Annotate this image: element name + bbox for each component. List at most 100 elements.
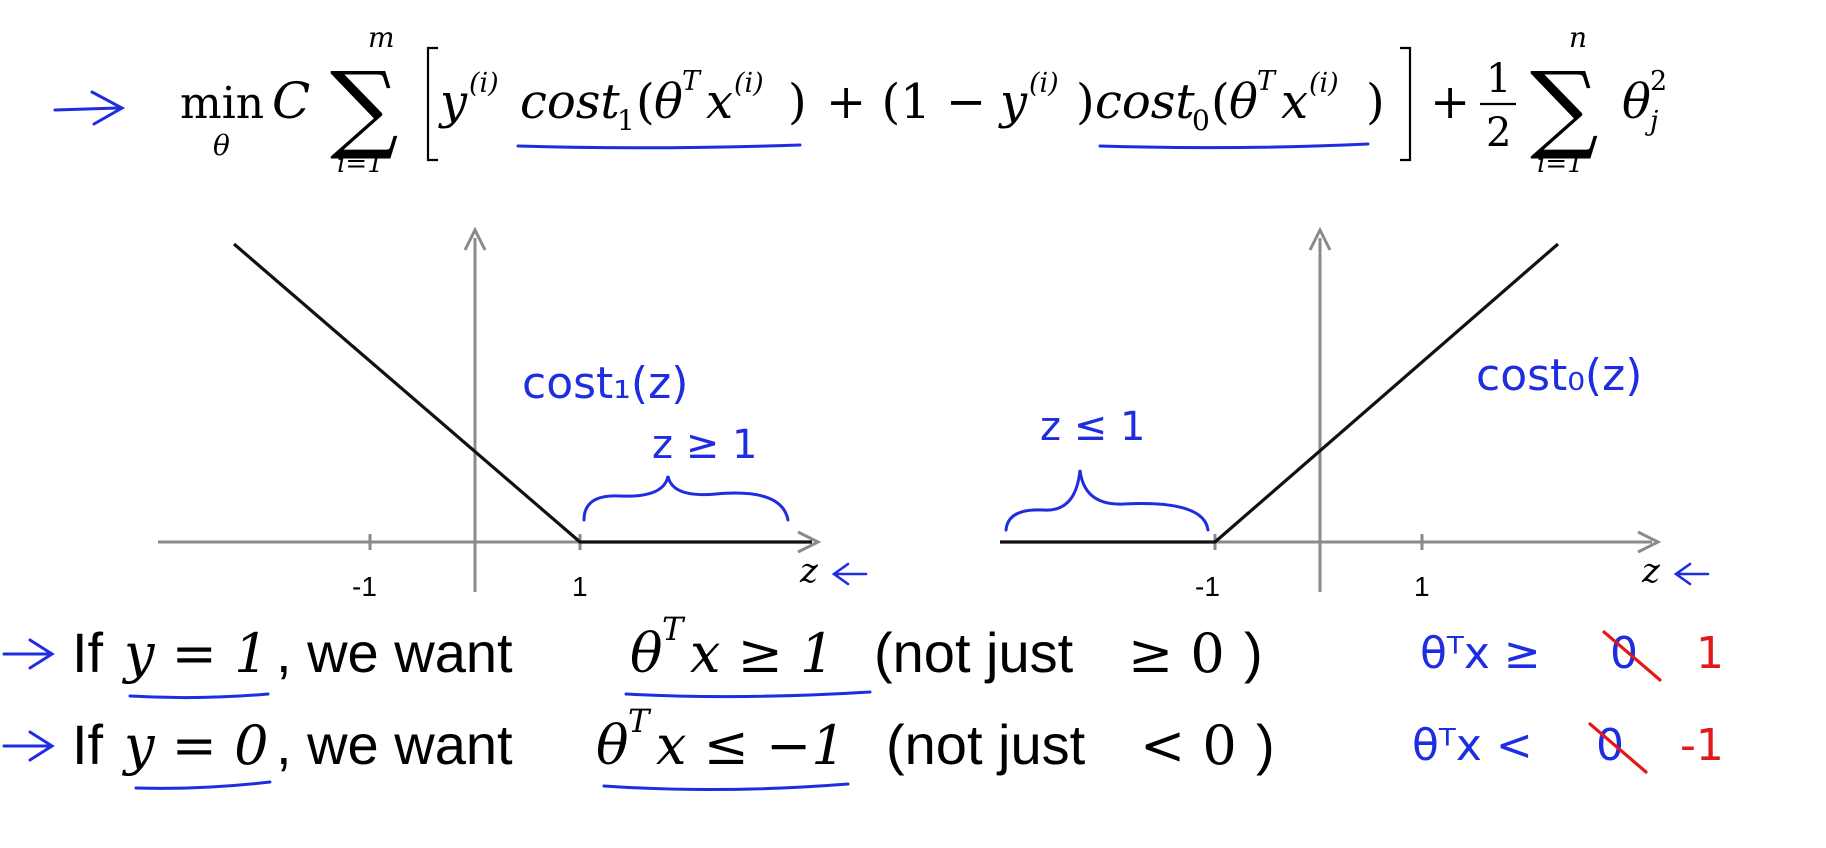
statement1-if: If <box>72 621 104 684</box>
regularizer-plus: + <box>1430 74 1470 130</box>
side-note1-rhs: 1 <box>1696 628 1724 679</box>
formula: min θ C m ∑ i=1 y (i) cost 1 ( θ T x (i)… <box>53 21 1667 179</box>
statement1-requirement-underline <box>624 690 872 699</box>
cost0-theta: θ <box>1229 74 1258 130</box>
statement1-note-open: (not just <box>874 621 1074 684</box>
cost1-subscript: 1 <box>617 104 635 137</box>
half-denominator: 2 <box>1486 110 1511 156</box>
left-bracket <box>426 46 438 162</box>
min-subscript: θ <box>213 129 230 162</box>
right-tick-neg1-label: -1 <box>1195 571 1220 602</box>
cost0-subscript: 0 <box>1192 104 1210 137</box>
side-note1-strike <box>1602 630 1662 682</box>
side-note1-crossed-value: 0 <box>1610 628 1638 679</box>
theta-j: θ <box>1622 74 1651 130</box>
side-note1-lhs: θᵀx ≥ <box>1420 628 1541 679</box>
cost0-transpose: T <box>1257 66 1277 97</box>
statement2-requirement-underline <box>602 782 850 792</box>
constant-C: C <box>272 72 310 130</box>
statement2-note-open: (not just <box>886 713 1086 776</box>
right-x-axis-arrow-icon <box>1637 530 1662 554</box>
sum2-sigma: ∑ <box>1530 51 1599 163</box>
statement-row-1: If y = 1 , we want θ T x ≥ 1 (not just ≥… <box>2 610 1263 700</box>
statement2-requirement: x ≤ −1 <box>656 714 846 777</box>
statement1-note-close: ) <box>1244 621 1263 684</box>
cost0-annotation: cost₀(z) <box>1476 350 1642 401</box>
cost0-underline <box>1098 142 1370 150</box>
sum2-lower: i=1 <box>1537 149 1584 179</box>
statement2-arrow-icon <box>2 730 55 762</box>
cost1-theta: θ <box>654 74 683 130</box>
right-y-axis-arrow-icon <box>1308 226 1332 251</box>
y-i-second-superscript: (i) <box>1029 68 1059 99</box>
side-note-2: θᵀx < 0 -1 <box>1412 720 1724 774</box>
cost0-close-paren: ) <box>1366 74 1385 130</box>
right-brace <box>1004 469 1210 532</box>
statement1-transpose: T <box>662 610 686 648</box>
theta-j-superscript: 2 <box>1650 66 1667 97</box>
cost1-open-paren: ( <box>636 74 655 130</box>
left-tick-pos1-label: 1 <box>572 571 588 602</box>
side-note2-lhs: θᵀx < <box>1412 720 1533 771</box>
statement-row-2: If y = 0 , we want θ T x ≤ −1 (not just … <box>2 702 1275 792</box>
left-plot: -1 1 z cost₁(z) z ≥ 1 <box>158 226 868 602</box>
side-note2-rhs: -1 <box>1680 720 1724 771</box>
statement2-transpose: T <box>628 702 652 740</box>
statement2-if: If <box>72 713 104 776</box>
statement1-condition-underline <box>128 692 270 700</box>
cost0-label: cost <box>1095 74 1195 130</box>
left-tick-neg1-label: -1 <box>352 571 377 602</box>
sum1-lower: i=1 <box>337 149 384 179</box>
left-x-axis-arrow-icon <box>797 530 822 554</box>
cost0-x-superscript: (i) <box>1309 68 1339 99</box>
half-numerator: 1 <box>1486 56 1511 102</box>
arrow-right-icon <box>53 90 126 126</box>
cost1-underline <box>516 143 802 150</box>
left-axis-z-label: z <box>799 551 819 591</box>
side-note-1: θᵀx ≥ 0 1 <box>1420 628 1724 682</box>
y-i-superscript: (i) <box>469 68 499 99</box>
y-i: y <box>438 74 468 130</box>
statement2-note-math: < 0 <box>1140 714 1237 777</box>
min-operator: min <box>180 78 264 129</box>
sum1-upper: m <box>368 21 395 54</box>
right-plot: -1 1 z cost₀(z) z ≤ 1 <box>1000 226 1710 602</box>
cost0-x: x <box>1281 74 1308 130</box>
left-z-arrow-icon <box>831 562 868 586</box>
cost0-curve <box>1000 242 1560 544</box>
cost1-annotation: cost₁(z) <box>522 358 688 409</box>
sum1-sigma: ∑ <box>330 51 399 163</box>
z-le-1-annotation: z ≤ 1 <box>1040 404 1145 450</box>
statement2-condition-underline <box>134 780 272 790</box>
cost1-label: cost <box>520 74 620 130</box>
left-y-axis-arrow-icon <box>463 226 487 251</box>
statement1-theta: θ <box>630 622 663 685</box>
statement2-note-close: ) <box>1256 713 1275 776</box>
z-ge-1-annotation: z ≥ 1 <box>652 422 757 468</box>
statement1-note-math: ≥ 0 <box>1128 622 1225 685</box>
statement1-middle: , we want <box>276 621 513 684</box>
right-bracket <box>1400 46 1412 162</box>
side-note2-strike <box>1588 722 1648 774</box>
sum2-upper: n <box>1569 21 1587 54</box>
left-brace <box>582 475 790 522</box>
cost1-x-superscript: (i) <box>734 68 764 99</box>
right-tick-pos1-label: 1 <box>1414 571 1430 602</box>
plus-one-minus: + (1 − <box>826 74 986 130</box>
statement1-requirement: x ≥ 1 <box>690 622 834 685</box>
cost1-curve <box>232 242 812 544</box>
cost1-x: x <box>706 74 733 130</box>
right-axis-z-label: z <box>1641 551 1661 591</box>
side-note2-crossed-value: 0 <box>1596 720 1624 771</box>
statement2-middle: , we want <box>276 713 513 776</box>
cost1-close-paren: ) <box>788 74 807 130</box>
y-i-second: y <box>998 74 1028 130</box>
statement2-theta: θ <box>596 714 629 777</box>
cost1-transpose: T <box>682 66 702 97</box>
statement1-condition: y = 1 <box>122 622 268 685</box>
one-minus-close: ) <box>1076 74 1095 130</box>
cost0-open-paren: ( <box>1211 74 1230 130</box>
statement2-condition: y = 0 <box>122 714 268 777</box>
